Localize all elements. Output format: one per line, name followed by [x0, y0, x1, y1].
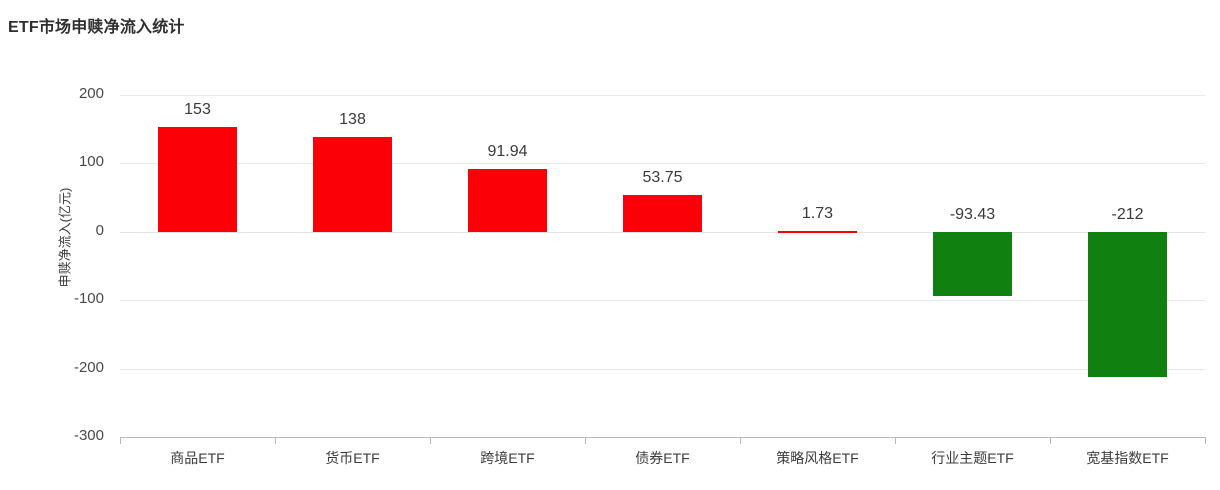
y-axis-tick-label: 100: [78, 153, 104, 171]
bar[interactable]: [778, 230, 857, 233]
x-axis-tick: [895, 437, 896, 444]
x-axis-tick-label: 商品ETF: [170, 450, 225, 466]
bar[interactable]: [313, 137, 392, 232]
bar-value-label: -212: [1111, 205, 1144, 223]
bar-value-label: 153: [184, 101, 211, 119]
gridline: [120, 231, 1205, 233]
page-title: ETF市场申赎净流入统计: [8, 19, 185, 36]
gridline: [120, 368, 1205, 370]
y-axis-tick-label: -300: [73, 427, 104, 444]
y-axis-tick-label: 200: [78, 85, 104, 102]
x-axis-tick-label: 债券ETF: [635, 450, 690, 466]
bar-value-label: 53.75: [642, 169, 683, 187]
x-axis-tick: [1205, 437, 1206, 444]
gridline: [120, 300, 1205, 302]
x-axis-tick-label: 货币ETF: [325, 450, 380, 466]
bar-value-label: 1.73: [801, 204, 834, 222]
bar[interactable]: [1088, 231, 1167, 377]
y-axis-tick-label: -100: [73, 290, 104, 308]
y-axis-tick-label: -200: [73, 358, 104, 376]
bar-value-label: 138: [339, 111, 366, 129]
bar[interactable]: [623, 195, 702, 232]
x-axis-tick-label: 跨境ETF: [480, 450, 535, 466]
x-axis-tick: [275, 437, 276, 444]
x-axis-tick: [430, 437, 431, 444]
x-axis-tick: [1050, 437, 1051, 444]
gridline: [120, 95, 1205, 96]
gridline: [120, 163, 1205, 165]
bar[interactable]: [158, 127, 237, 232]
y-axis-tick-label: 0: [95, 221, 104, 239]
x-axis-tick: [120, 437, 121, 444]
bar[interactable]: [468, 168, 547, 232]
x-axis-tick: [585, 437, 586, 444]
plot-area: 153 138 91.94 53.75 1.73 -93.43 -212: [120, 95, 1205, 438]
x-axis-tick-label: 宽基指数ETF: [1086, 450, 1169, 466]
x-axis-tick-label: 行业主题ETF: [931, 450, 1014, 466]
x-axis-tick-label: 策略风格ETF: [776, 450, 859, 466]
bar-value-label: 91.94: [487, 142, 528, 160]
bar-value-label: -93.43: [949, 205, 996, 223]
bar[interactable]: [933, 231, 1012, 296]
x-axis-tick: [740, 437, 741, 444]
x-axis-line: [120, 437, 1205, 438]
